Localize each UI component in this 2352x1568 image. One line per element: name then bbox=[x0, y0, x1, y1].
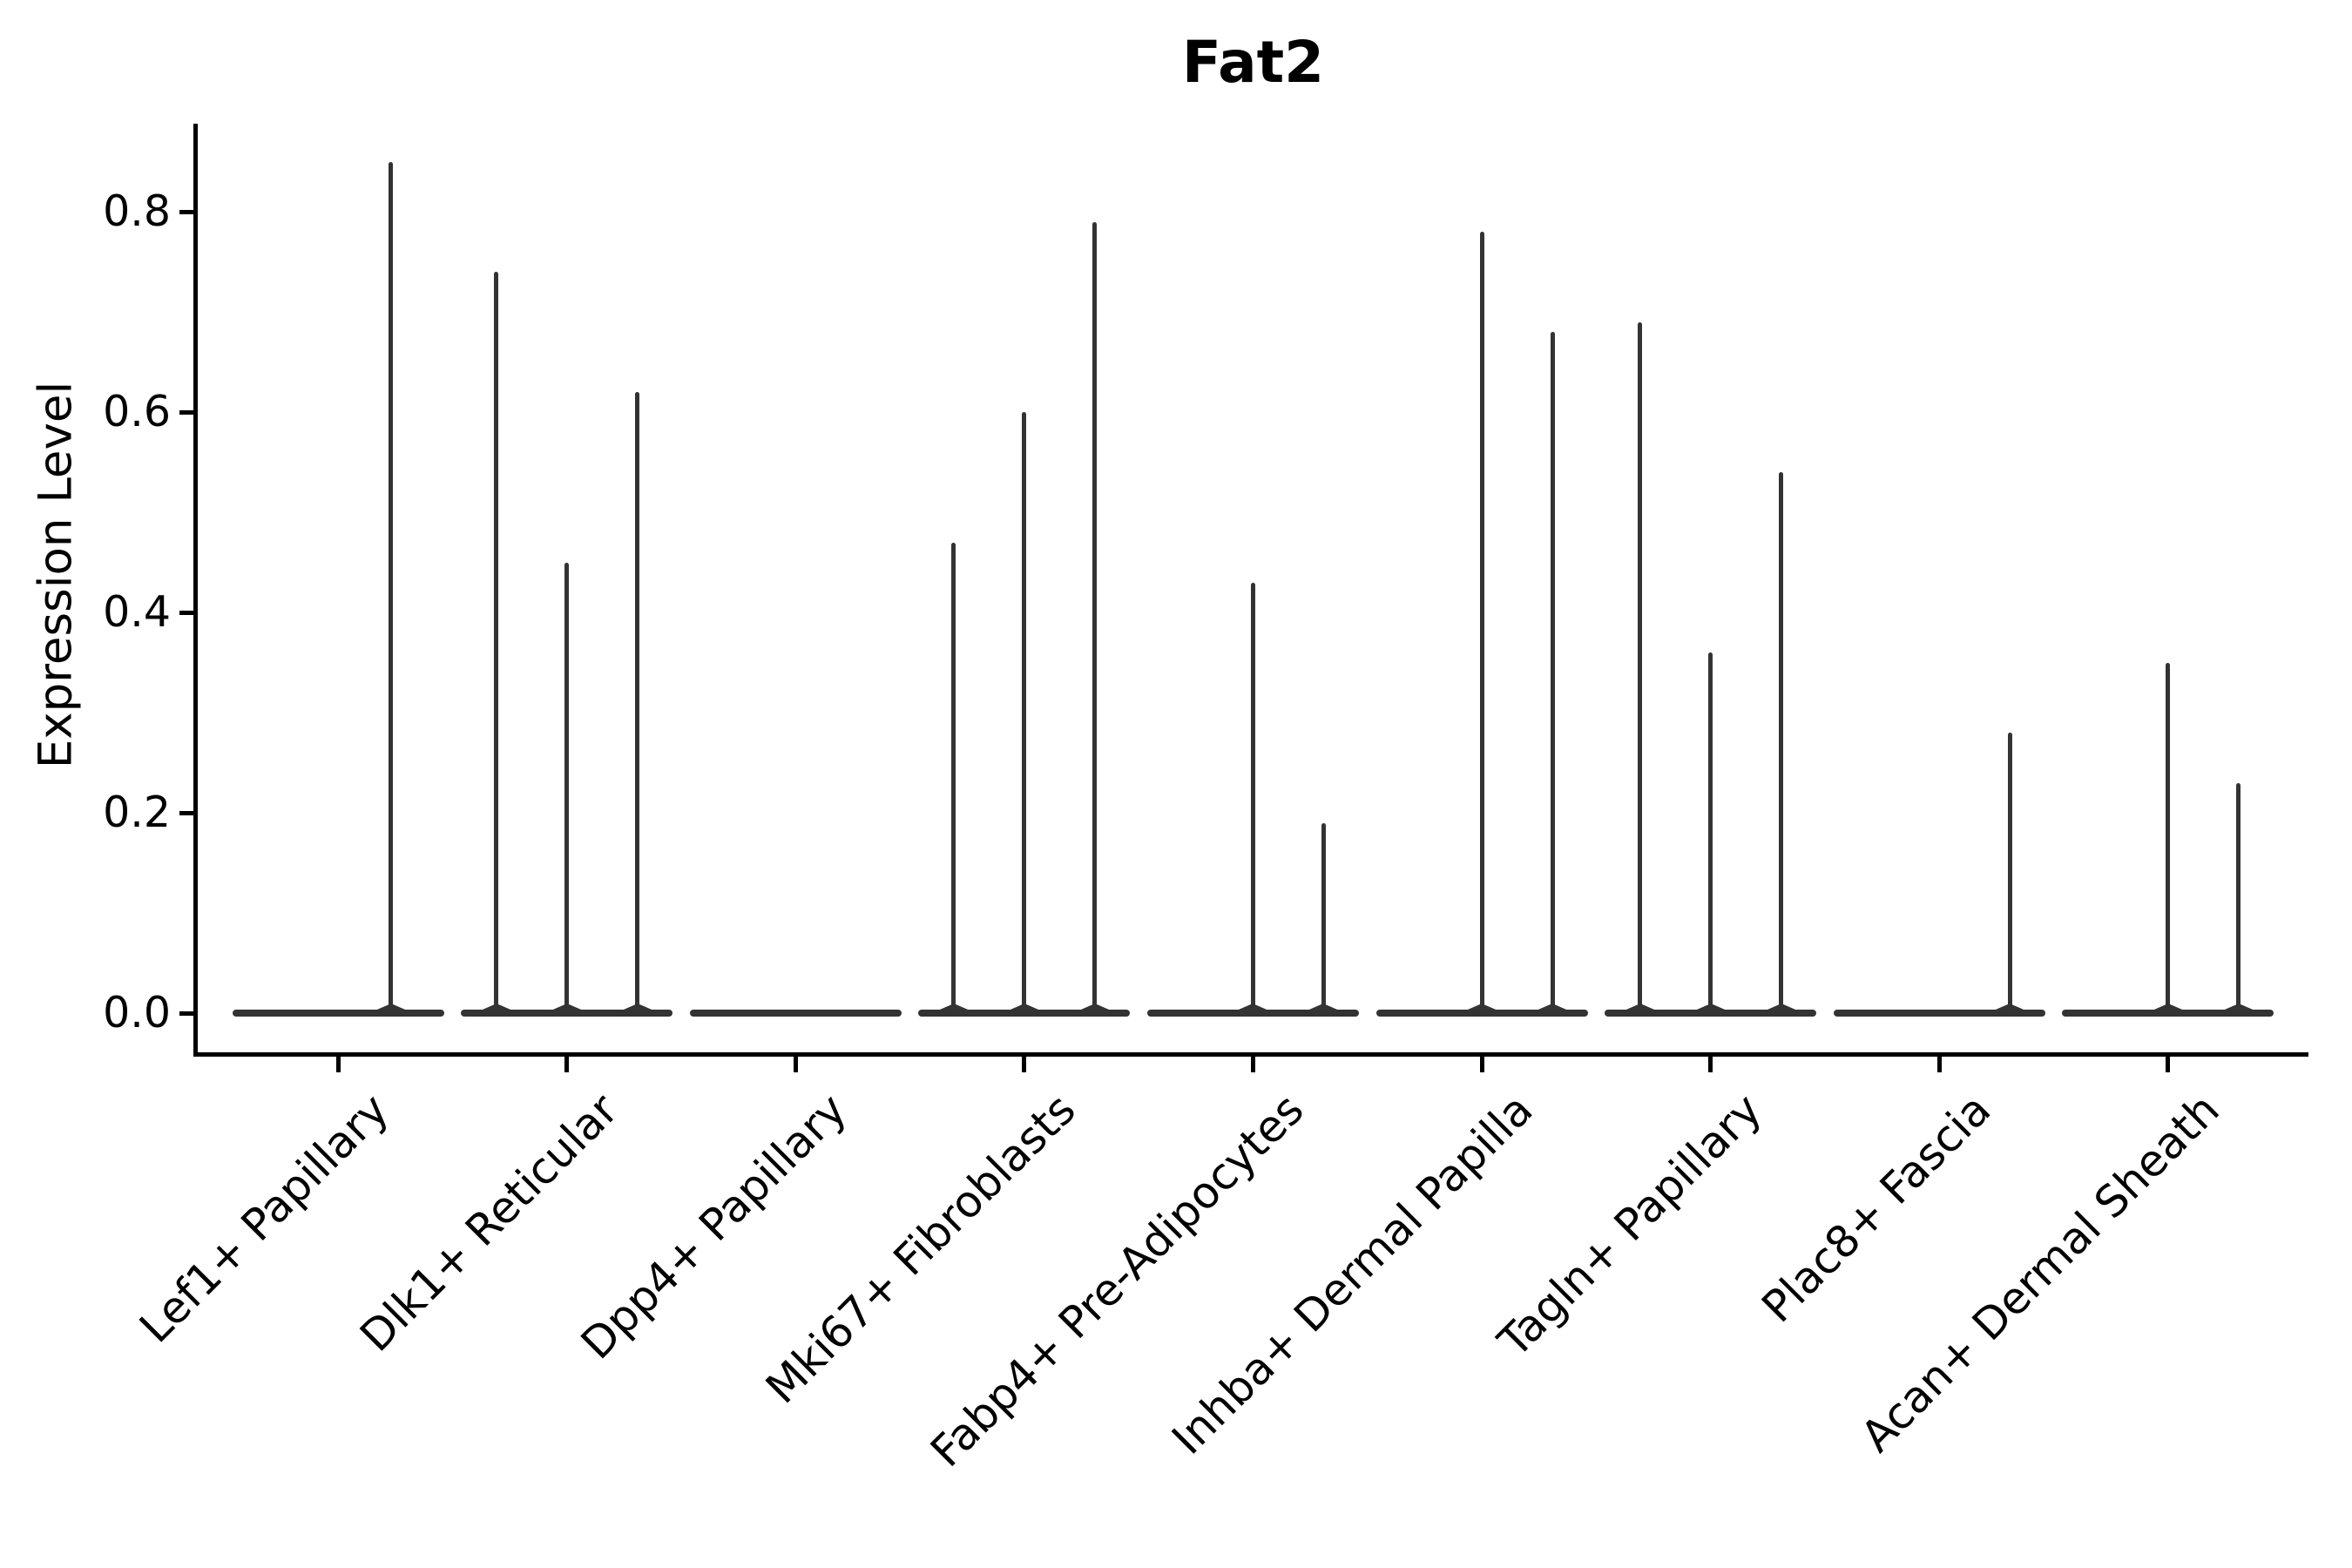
x-tick-mark bbox=[564, 1057, 570, 1072]
y-axis-line bbox=[193, 124, 198, 1057]
violin-body bbox=[1833, 1010, 2045, 1017]
y-tick-mark bbox=[179, 409, 193, 415]
y-tick-label: 0.0 bbox=[103, 988, 171, 1037]
violin-spike bbox=[635, 392, 640, 1013]
violin-spike bbox=[1638, 321, 1643, 1013]
page-title: Fat2 bbox=[1181, 29, 1325, 96]
violin-spike bbox=[1321, 822, 1326, 1013]
violin-spike bbox=[1708, 652, 1713, 1013]
y-axis-label: Expression Level bbox=[29, 381, 83, 769]
violin-spike bbox=[2236, 782, 2241, 1013]
y-tick-label: 0.6 bbox=[103, 387, 171, 436]
x-tick-mark bbox=[1936, 1057, 1942, 1072]
x-tick-mark bbox=[793, 1057, 798, 1072]
x-tick-mark bbox=[1250, 1057, 1255, 1072]
violin-spike bbox=[951, 542, 956, 1013]
x-tick-mark bbox=[1708, 1057, 1713, 1072]
violin-spike bbox=[1550, 332, 1555, 1013]
x-tick-mark bbox=[1479, 1057, 1484, 1072]
y-tick-mark bbox=[179, 610, 193, 615]
x-tick-label: Lef1+ Papillary bbox=[130, 1084, 399, 1353]
y-tick-label: 0.2 bbox=[103, 787, 171, 837]
x-axis-line bbox=[193, 1052, 2308, 1057]
violin-spike bbox=[1022, 412, 1027, 1013]
violin-spike bbox=[2166, 662, 2171, 1013]
violin-spike bbox=[1250, 582, 1255, 1013]
y-tick-mark bbox=[179, 1010, 193, 1016]
violin-body bbox=[689, 1010, 902, 1017]
violin-spike bbox=[389, 161, 394, 1013]
y-tick-mark bbox=[179, 209, 193, 214]
x-tick-mark bbox=[1022, 1057, 1027, 1072]
x-tick-mark bbox=[2166, 1057, 2171, 1072]
y-tick-label: 0.4 bbox=[103, 587, 171, 637]
x-tick-label: Fabp4+ Pre-Adipocytes bbox=[921, 1084, 1315, 1477]
x-tick-mark bbox=[335, 1057, 341, 1072]
x-tick-label: Plac8+ Fascia bbox=[1752, 1084, 2000, 1333]
violin-spike bbox=[1479, 232, 1484, 1013]
violin-spike bbox=[1779, 472, 1784, 1013]
y-tick-mark bbox=[179, 810, 193, 815]
violin-body bbox=[232, 1010, 444, 1017]
violin-spike bbox=[564, 562, 570, 1013]
violin-spike bbox=[1092, 221, 1098, 1013]
y-tick-label: 0.8 bbox=[103, 186, 171, 236]
violin-spike bbox=[2007, 733, 2012, 1013]
violin-spike bbox=[494, 272, 499, 1013]
